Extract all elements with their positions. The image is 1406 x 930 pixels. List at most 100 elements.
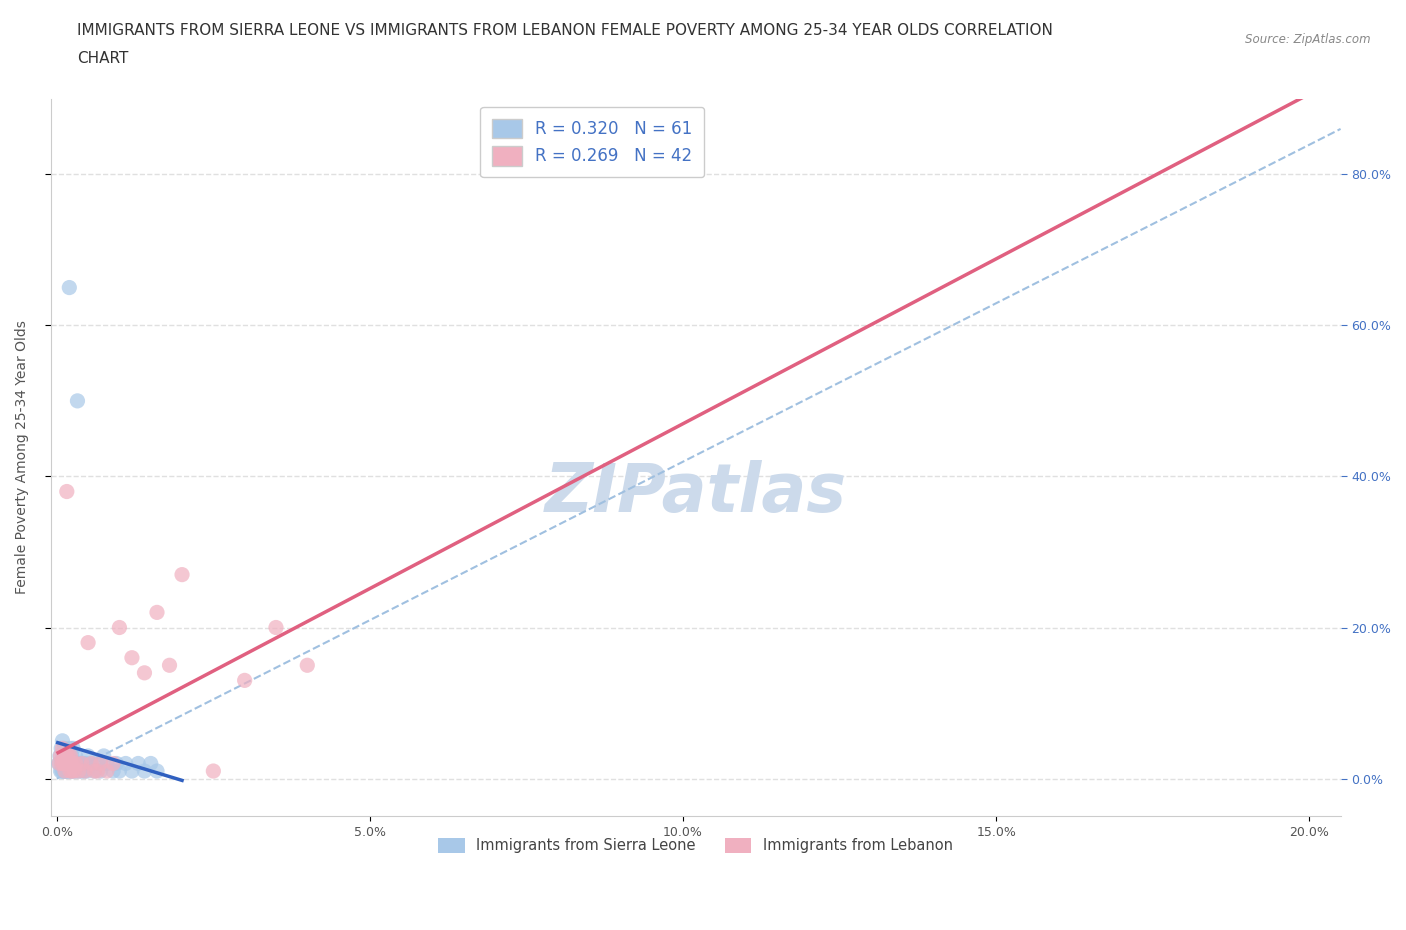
Point — [48, 756, 70, 771]
Point — [134, 764, 156, 778]
Text: CHART: CHART — [77, 51, 129, 66]
Point — [121, 650, 143, 665]
Point — [56, 764, 79, 778]
Point — [59, 756, 82, 771]
Point — [121, 764, 143, 778]
Point — [56, 756, 79, 771]
Point — [56, 764, 79, 778]
Point — [49, 749, 72, 764]
Point — [93, 749, 115, 764]
Point — [51, 756, 73, 771]
Point — [55, 764, 77, 778]
Point — [58, 756, 80, 771]
Point — [233, 673, 256, 688]
Point — [65, 756, 87, 771]
Point — [86, 756, 108, 771]
Point — [60, 756, 83, 771]
Point — [53, 764, 76, 778]
Point — [53, 741, 76, 756]
Point — [66, 393, 89, 408]
Point — [65, 749, 87, 764]
Point — [108, 764, 131, 778]
Point — [51, 741, 73, 756]
Point — [75, 756, 97, 771]
Point — [59, 764, 82, 778]
Point — [48, 756, 70, 771]
Point — [77, 635, 100, 650]
Point — [83, 764, 105, 778]
Point — [51, 734, 73, 749]
Point — [101, 756, 124, 771]
Point — [67, 764, 90, 778]
Point — [146, 604, 169, 619]
Point — [58, 749, 80, 764]
Point — [63, 764, 86, 778]
Point — [80, 756, 103, 771]
Y-axis label: Female Poverty Among 25-34 Year Olds: Female Poverty Among 25-34 Year Olds — [15, 321, 30, 594]
Point — [55, 749, 77, 764]
Point — [60, 749, 83, 764]
Point — [83, 764, 105, 778]
Text: Source: ZipAtlas.com: Source: ZipAtlas.com — [1246, 33, 1371, 46]
Point — [51, 764, 73, 778]
Point — [73, 764, 96, 778]
Point — [202, 764, 225, 778]
Point — [70, 756, 93, 771]
Point — [72, 756, 94, 771]
Point — [65, 756, 87, 771]
Point — [58, 280, 80, 295]
Point — [53, 756, 76, 771]
Point — [52, 749, 75, 764]
Point — [62, 756, 84, 771]
Point — [60, 764, 83, 778]
Point — [297, 658, 319, 672]
Point — [62, 756, 84, 771]
Point — [127, 756, 149, 771]
Point — [69, 756, 91, 771]
Point — [56, 485, 79, 499]
Point — [76, 764, 98, 778]
Point — [51, 756, 73, 771]
Point — [67, 756, 90, 771]
Point — [146, 764, 169, 778]
Point — [49, 764, 72, 778]
Point — [60, 764, 83, 778]
Point — [114, 756, 136, 771]
Point — [63, 764, 86, 778]
Point — [264, 620, 287, 635]
Point — [67, 764, 90, 778]
Point — [105, 756, 128, 771]
Point — [58, 756, 80, 771]
Point — [51, 741, 73, 756]
Point — [56, 749, 79, 764]
Point — [66, 764, 89, 778]
Point — [52, 764, 75, 778]
Text: ZIPatlas: ZIPatlas — [544, 460, 846, 526]
Point — [52, 756, 75, 771]
Point — [59, 741, 82, 756]
Point — [80, 756, 103, 771]
Point — [62, 764, 84, 778]
Point — [59, 764, 82, 778]
Point — [55, 749, 77, 764]
Point — [53, 764, 76, 778]
Point — [134, 665, 156, 680]
Point — [59, 749, 82, 764]
Point — [52, 756, 75, 771]
Point — [53, 756, 76, 771]
Point — [49, 749, 72, 764]
Point — [96, 756, 118, 771]
Point — [96, 764, 118, 778]
Point — [108, 620, 131, 635]
Point — [52, 749, 75, 764]
Point — [58, 749, 80, 764]
Point — [101, 764, 124, 778]
Point — [77, 749, 100, 764]
Point — [86, 764, 108, 778]
Point — [90, 756, 112, 771]
Point — [90, 764, 112, 778]
Point — [70, 764, 93, 778]
Text: IMMIGRANTS FROM SIERRA LEONE VS IMMIGRANTS FROM LEBANON FEMALE POVERTY AMONG 25-: IMMIGRANTS FROM SIERRA LEONE VS IMMIGRAN… — [77, 23, 1053, 38]
Point — [170, 567, 193, 582]
Point — [55, 756, 77, 771]
